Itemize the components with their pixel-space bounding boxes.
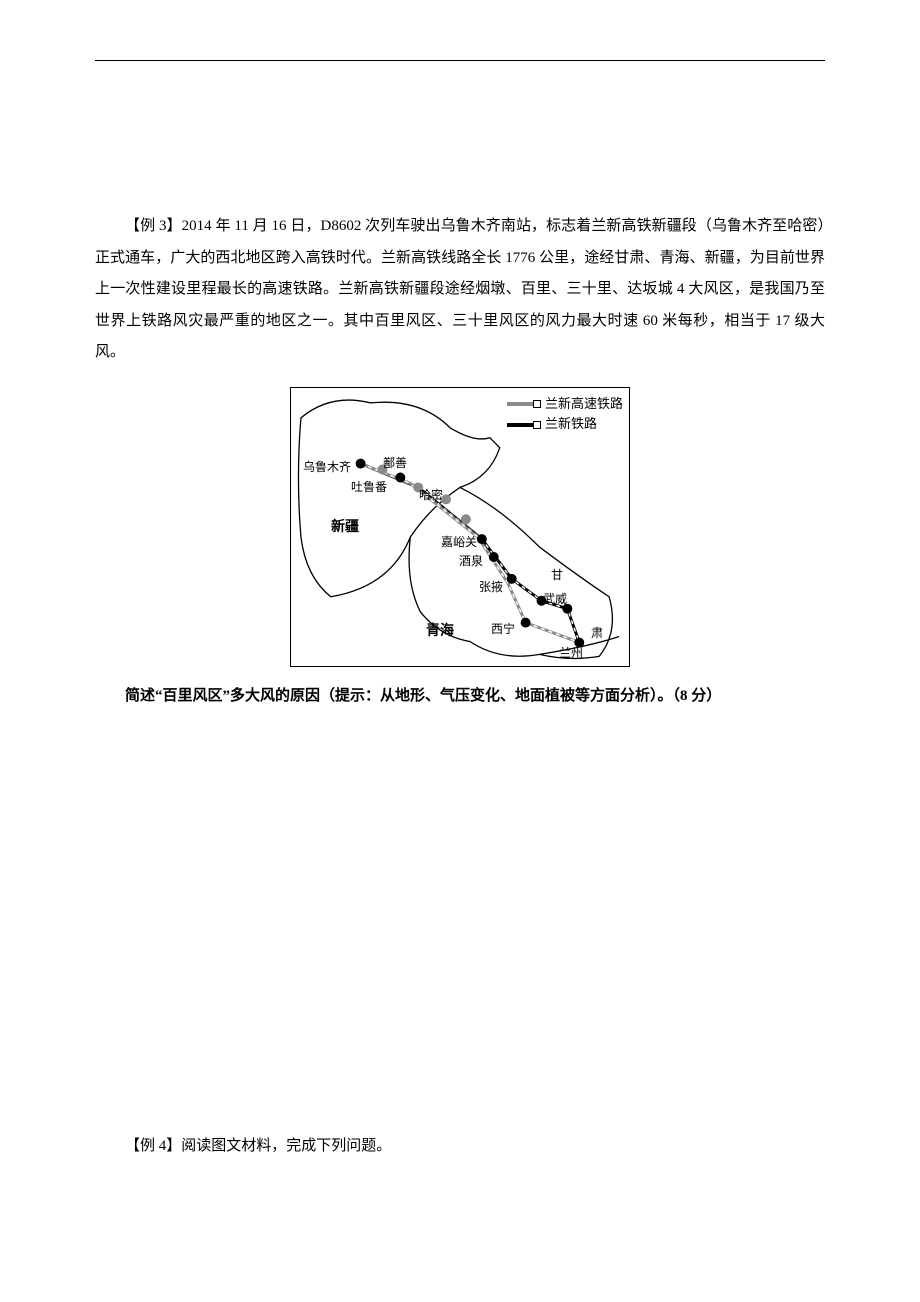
map-label-xinjiang: 新疆 [331, 516, 359, 536]
station-dot-7 [489, 552, 499, 562]
map-label-urumqi: 乌鲁木齐 [303, 458, 351, 475]
map-label-jiayuguan: 嘉峪关 [441, 533, 477, 550]
station-dot-8 [507, 573, 517, 583]
station-dot-6 [477, 534, 487, 544]
question-body: 简述“百里风区”多大风的原因（提示：从地形、气压变化、地面植被等方面分析）。 [125, 688, 673, 704]
station-dot-10 [521, 617, 531, 627]
legend-rail-label: 兰新铁路 [545, 414, 597, 435]
map-label-shanshan: 鄯善 [383, 454, 407, 471]
station-dot-0 [356, 458, 366, 468]
example3-paragraph: 【例 3】2014 年 11 月 16 日，D8602 次列车驶出乌鲁木齐南站，… [95, 211, 825, 369]
map-figure: 兰新高速铁路 兰新铁路 乌鲁木齐吐鲁番 鄯善哈密新疆嘉峪关酒泉张掖武威西宁兰州 青海… [290, 387, 630, 667]
legend-hsr-seg [507, 402, 533, 406]
legend-hsr-square [533, 400, 541, 408]
map-container: 兰新高速铁路 兰新铁路 乌鲁木齐吐鲁番 鄯善哈密新疆嘉峪关酒泉张掖武威西宁兰州 青海… [95, 387, 825, 667]
legend-rail-seg [507, 423, 533, 427]
map-label-lanzhou: 兰州 [559, 644, 583, 661]
legend-hsr-label: 兰新高速铁路 [545, 394, 623, 415]
example4-body: 阅读图文材料，完成下列问题。 [181, 1138, 391, 1154]
station-dot-2 [395, 472, 405, 482]
legend-rail-square [533, 421, 541, 429]
page-content: 【例 3】2014 年 11 月 16 日，D8602 次列车驶出乌鲁木齐南站，… [95, 60, 825, 1161]
example3-prefix: 【例 3】 [125, 218, 182, 234]
example4-prefix: 【例 4】 [125, 1138, 181, 1154]
example3-body: 2014 年 11 月 16 日，D8602 次列车驶出乌鲁木齐南站，标志着兰新… [95, 218, 825, 360]
map-label-su: 肃 [591, 624, 603, 641]
map-label-wuwei: 武威 [543, 590, 567, 607]
station-dot-5 [461, 514, 471, 524]
map-label-zhangye: 张掖 [479, 578, 503, 595]
map-label-qinghai: 青海 [426, 620, 454, 640]
map-label-gan: 甘 [551, 566, 563, 583]
map-label-xining: 西宁 [491, 620, 515, 637]
map-label-jiuquan: 酒泉 [459, 552, 483, 569]
example4-paragraph: 【例 4】阅读图文材料，完成下列问题。 [95, 1131, 825, 1161]
map-legend: 兰新高速铁路 兰新铁路 [507, 394, 623, 436]
legend-rail: 兰新铁路 [507, 414, 623, 435]
question-points: （8 分） [673, 688, 722, 704]
map-label-turpan: 吐鲁番 [351, 478, 387, 495]
legend-hsr: 兰新高速铁路 [507, 394, 623, 415]
question-text: 简述“百里风区”多大风的原因（提示：从地形、气压变化、地面植被等方面分析）。（8… [95, 681, 825, 711]
map-label-hami: 哈密 [419, 486, 443, 503]
